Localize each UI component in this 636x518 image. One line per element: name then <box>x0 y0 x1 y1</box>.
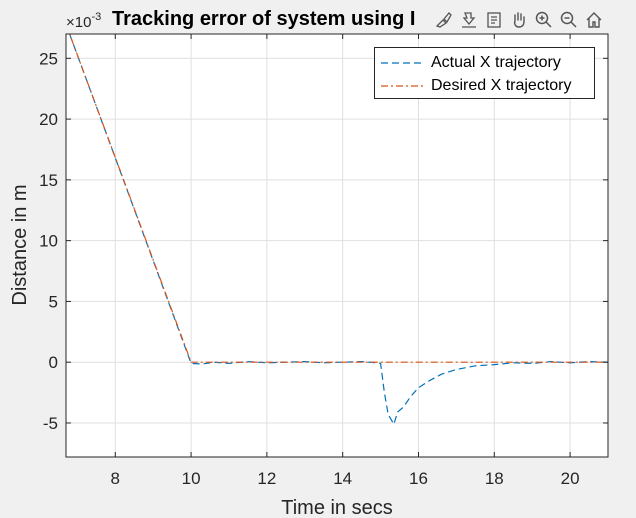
chart-title: Tracking error of system using I <box>112 8 415 30</box>
y-exponent-power: -3 <box>91 11 101 23</box>
series-line-1 <box>68 34 608 363</box>
legend-entry-desired: Desired X trajectory <box>375 75 572 97</box>
legend-label-desired: Desired X trajectory <box>431 77 572 94</box>
axes-box <box>65 33 609 458</box>
x-tick-label: 10 <box>182 469 201 488</box>
zoom-in-icon[interactable] <box>533 9 555 31</box>
legend-swatch-desired <box>381 85 423 87</box>
ticks <box>66 34 608 457</box>
y-tick-label: 5 <box>49 292 58 311</box>
y-tick-label: 20 <box>39 110 58 129</box>
zoom-out-icon[interactable] <box>558 9 580 31</box>
plot-area[interactable] <box>66 34 608 457</box>
datatip-icon[interactable] <box>483 9 505 31</box>
legend[interactable]: Actual X trajectory Desired X trajectory <box>374 47 595 99</box>
brush-icon[interactable] <box>433 9 455 31</box>
legend-label-actual: Actual X trajectory <box>431 54 561 71</box>
y-axis-label: Distance in m <box>9 184 31 305</box>
legend-swatch-actual <box>381 62 423 64</box>
x-tick-label: 18 <box>485 469 504 488</box>
axes-toolbar <box>433 7 605 33</box>
y-tick-label: 0 <box>49 353 58 372</box>
x-tick-label: 20 <box>561 469 580 488</box>
export-icon[interactable] <box>458 9 480 31</box>
y-tick-label: 10 <box>39 232 58 251</box>
x-axis-label: Time in secs <box>281 497 393 518</box>
pan-icon[interactable] <box>508 9 530 31</box>
legend-entry-actual: Actual X trajectory <box>375 52 561 74</box>
y-exponent-base: ×10 <box>66 14 91 31</box>
y-exponent-label: ×10-3 <box>66 11 101 31</box>
y-tick-label: -5 <box>43 414 58 433</box>
series-layer <box>68 34 608 426</box>
x-tick-label: 16 <box>409 469 428 488</box>
x-tick-label: 8 <box>111 469 120 488</box>
y-tick-label: 15 <box>39 171 58 190</box>
y-tick-label: 25 <box>39 49 58 68</box>
x-tick-label: 12 <box>257 469 276 488</box>
labels: 8 10 12 14 16 18 20 -5 0 5 10 15 20 25 <box>39 49 579 488</box>
x-tick-label: 14 <box>333 469 352 488</box>
home-icon[interactable] <box>583 9 605 31</box>
grid <box>66 34 608 457</box>
